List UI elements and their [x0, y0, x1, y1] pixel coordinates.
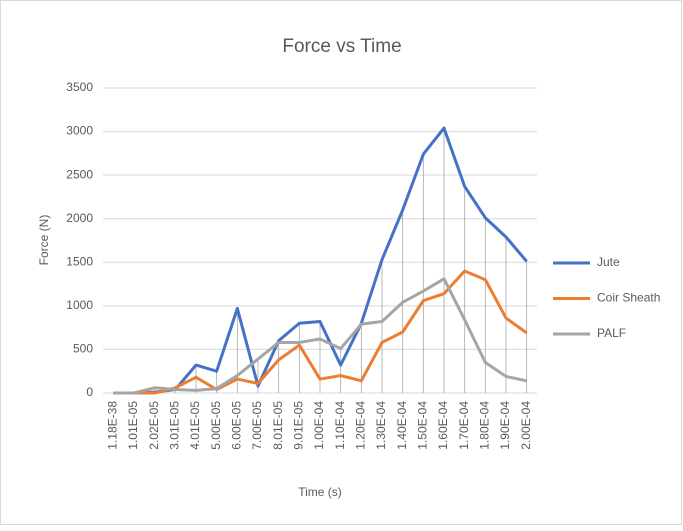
y-tick-label: 1000: [66, 298, 93, 312]
x-tick-label: 1.20E-04: [354, 401, 368, 450]
x-tick-label: 2.02E-05: [147, 401, 161, 450]
legend-label: Coir Sheath: [597, 291, 660, 305]
x-tick-label: 9.01E-05: [292, 401, 306, 450]
x-tick-label: 1.90E-04: [498, 401, 512, 450]
x-tick-label: 1.01E-05: [126, 401, 140, 450]
x-tick-label: 1.30E-04: [374, 401, 388, 450]
x-axis-label: Time (s): [298, 485, 342, 499]
x-tick-label: 1.60E-04: [436, 401, 450, 450]
y-tick-label: 0: [86, 385, 93, 399]
x-tick-label: 1.10E-04: [333, 401, 347, 450]
y-tick-label: 1500: [66, 254, 93, 268]
series-line: [113, 126, 528, 395]
x-tick-label: 1.40E-04: [395, 401, 409, 450]
y-tick-label: 2500: [66, 167, 93, 181]
x-tick-label: 6.00E-05: [230, 401, 244, 450]
legend-label: Jute: [597, 255, 620, 269]
x-tick-label: 2.00E-04: [519, 401, 533, 450]
y-tick-label: 2000: [66, 211, 93, 225]
series-line: [113, 277, 527, 395]
y-tick-label: 3500: [66, 80, 93, 94]
y-axis-label: Force (N): [37, 215, 51, 266]
x-tick-label: 4.01E-05: [188, 401, 202, 450]
x-tick-label: 1.18E-38: [106, 401, 120, 450]
series-line: [113, 269, 528, 395]
y-tick-label: 3000: [66, 124, 93, 138]
x-tick-label: 1.50E-04: [416, 401, 430, 450]
legend-label: PALF: [597, 326, 626, 340]
x-tick-label: 1.70E-04: [457, 401, 471, 450]
x-tick-label: 5.00E-05: [209, 401, 223, 450]
y-tick-label: 500: [73, 342, 93, 356]
x-tick-label: 8.01E-05: [271, 401, 285, 450]
x-tick-label: 7.00E-05: [250, 401, 264, 450]
chart-title: Force vs Time: [282, 36, 401, 57]
x-tick-label: 1.00E-04: [312, 401, 326, 450]
x-tick-label: 1.80E-04: [478, 401, 492, 450]
x-tick-label: 3.01E-05: [168, 401, 182, 450]
